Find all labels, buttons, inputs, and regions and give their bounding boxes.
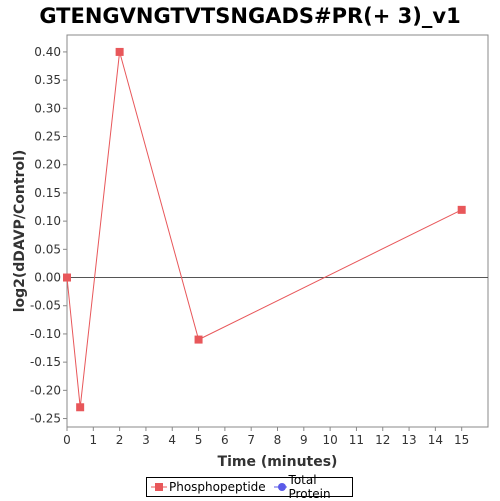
x-tick-label: 12 (375, 433, 390, 447)
y-tick-label: 0.00 (34, 271, 61, 285)
y-tick-label: 0.05 (34, 242, 61, 256)
x-tick-label: 0 (63, 433, 71, 447)
y-tick-label: -0.20 (30, 383, 61, 397)
y-tick-label: -0.15 (30, 355, 61, 369)
plot-frame (66, 34, 489, 428)
x-tick-label: 4 (168, 433, 176, 447)
legend-circle-marker-icon (273, 483, 287, 491)
x-tick-label: 10 (322, 433, 337, 447)
plot-area (63, 34, 489, 428)
legend-item-total-protein: Total Protein (273, 473, 352, 501)
y-tick-label: 0.35 (34, 73, 61, 87)
y-axis-label: log2(dDAVP/Control) (12, 150, 28, 313)
data-point (457, 205, 466, 214)
y-tick-label: 0.40 (34, 45, 61, 59)
y-tick-label: 0.25 (34, 130, 61, 144)
x-tick-label: 2 (116, 433, 124, 447)
legend: Phosphopeptide Total Protein (146, 473, 353, 501)
x-tick-label: 3 (142, 433, 150, 447)
x-tick-label: 11 (349, 433, 364, 447)
y-tick-label: -0.05 (30, 299, 61, 313)
x-tick-label: 6 (221, 433, 229, 447)
x-tick-label: 8 (274, 433, 282, 447)
y-axis-ticks: 0.40 0.35 0.30 0.25 0.20 0.15 0.10 0.05 0.00 -0.0… (30, 45, 67, 426)
legend-label-phosphopeptide: Phosphopeptide (169, 480, 266, 494)
y-tick-label: -0.10 (30, 327, 61, 341)
x-tick-label: 9 (300, 433, 308, 447)
y-tick-label: 0.15 (34, 186, 61, 200)
chart-title: GTENGVNGTVTSNGADS#PR(+ 3)_v1 (39, 4, 461, 28)
data-point (115, 47, 124, 56)
y-tick-label: 0.30 (34, 101, 61, 115)
x-tick-label: 14 (428, 433, 443, 447)
legend-item-phosphopeptide: Phosphopeptide (151, 480, 270, 494)
x-axis-label: Time (minutes) (218, 454, 338, 470)
x-tick-label: 7 (247, 433, 255, 447)
series-line-0 (66, 51, 462, 408)
x-axis-ticks: 0 1 2 3 4 5 6 7 8 9 10 11 12 13 14 15 (63, 427, 469, 447)
data-point (76, 403, 85, 412)
x-tick-label: 5 (195, 433, 203, 447)
data-point (194, 335, 203, 344)
y-tick-label: 0.20 (34, 158, 61, 172)
x-tick-label: 15 (454, 433, 469, 447)
x-tick-label: 13 (401, 433, 416, 447)
legend-square-marker-icon (151, 483, 167, 491)
y-tick-label: 0.10 (34, 214, 61, 228)
legend-label-total-protein: Total Protein (288, 473, 331, 501)
y-tick-label: -0.25 (30, 412, 61, 426)
x-tick-label: 1 (89, 433, 97, 447)
data-point (63, 273, 71, 282)
